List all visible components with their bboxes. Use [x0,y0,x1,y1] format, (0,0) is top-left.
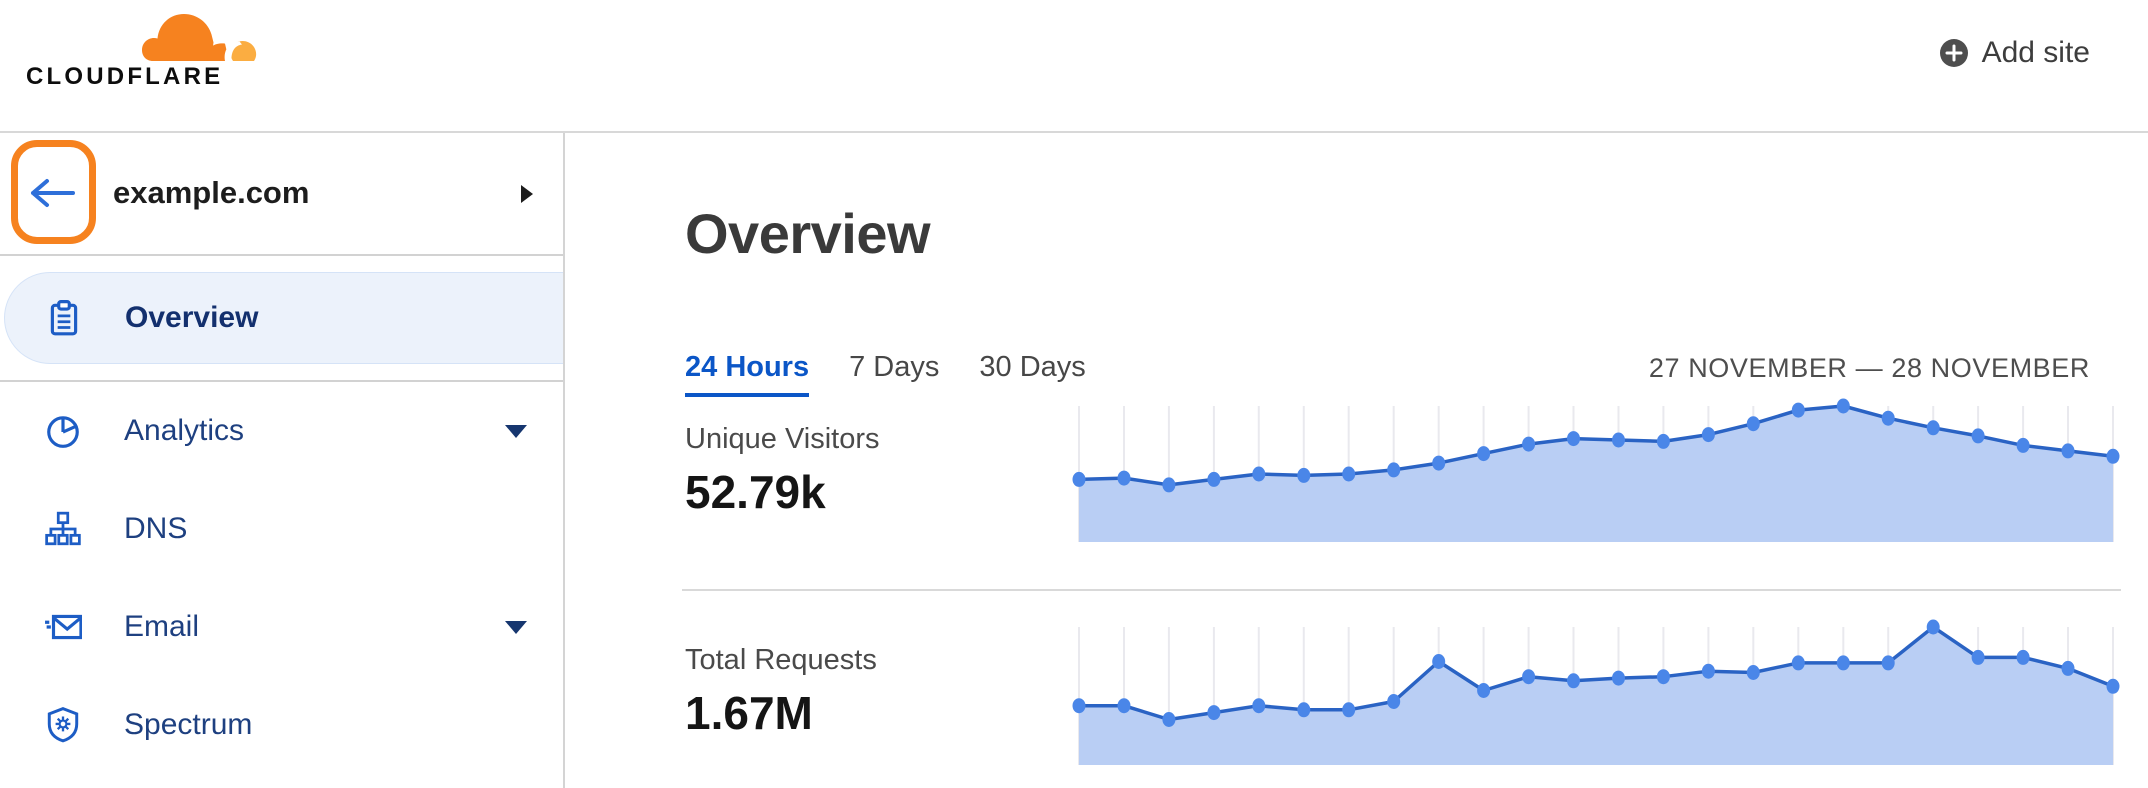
site-name: example.com [113,175,310,210]
sidebar-item-analytics[interactable]: Analytics [0,382,563,480]
sidebar-item-label: Spectrum [124,708,253,741]
pie-chart-icon [47,416,79,448]
total-requests-chart[interactable] [1070,618,2122,773]
sidebar-divider [0,380,563,382]
total-requests-row: Total Requests 1.67M [685,618,2148,773]
cloudflare-logo: CLOUDFLARE [26,7,259,91]
metric-label-column: Unique Visitors 52.79k [685,397,1070,519]
sidebar-item-label: Email [124,610,200,643]
sidebar-item-spectrum[interactable]: Spectrum [0,676,563,774]
sidebar-item-overview[interactable]: Overview [4,272,563,364]
sidebar-item-label: Overview [125,301,259,334]
sitemap-icon [45,511,81,546]
metric-value: 1.67M [685,687,813,739]
sidebar: example.com Overview Analytics [0,133,565,788]
chevron-right-icon[interactable] [521,185,533,203]
sidebar-nav: Overview Analytics DNS [0,272,563,788]
tab-30-days[interactable]: 30 Days [979,351,1086,383]
unique-visitors-chart[interactable] [1070,397,2122,550]
page-layout: example.com Overview Analytics [0,133,2148,788]
tab-7-days[interactable]: 7 Days [849,351,940,383]
clipboard-icon [50,300,78,336]
envelope-icon [45,614,82,640]
metric-title: Unique Visitors [685,423,880,455]
metric-label-column: Total Requests 1.67M [685,618,1070,740]
top-bar: CLOUDFLARE Add site [0,0,2148,133]
metric-row-divider [682,589,2121,591]
metric-value: 52.79k [685,466,826,518]
chevron-down-icon[interactable] [505,621,527,634]
add-site-button[interactable]: Add site [1939,36,2090,70]
metric-title: Total Requests [685,644,877,676]
sidebar-item-label: DNS [124,512,188,545]
time-range-tabs: 24 Hours 7 Days 30 Days 27 NOVEMBER — 28… [685,351,2148,397]
back-arrow-icon [31,179,75,207]
cloudflare-wordmark: CLOUDFLARE [26,63,224,90]
sidebar-item-dns[interactable]: DNS [0,480,563,578]
date-range-label: 27 NOVEMBER — 28 NOVEMBER [1648,353,2090,383]
main-content: Overview 24 Hours 7 Days 30 Days 27 NOVE… [565,133,2148,788]
unique-visitors-row: Unique Visitors 52.79k [685,397,2148,550]
tab-24-hours[interactable]: 24 Hours [685,351,810,397]
add-site-label: Add site [1981,36,2090,69]
page-title: Overview [685,202,931,265]
plus-circle-icon [1939,39,1968,67]
site-switcher: example.com [0,133,563,254]
sidebar-item-email[interactable]: Email [0,578,563,676]
shield-icon [47,707,79,743]
chevron-down-icon[interactable] [505,425,527,438]
sidebar-divider [0,254,563,256]
back-button[interactable] [23,173,83,213]
cloudflare-cloud-icon [142,14,257,61]
sidebar-item-label: Analytics [124,414,245,447]
